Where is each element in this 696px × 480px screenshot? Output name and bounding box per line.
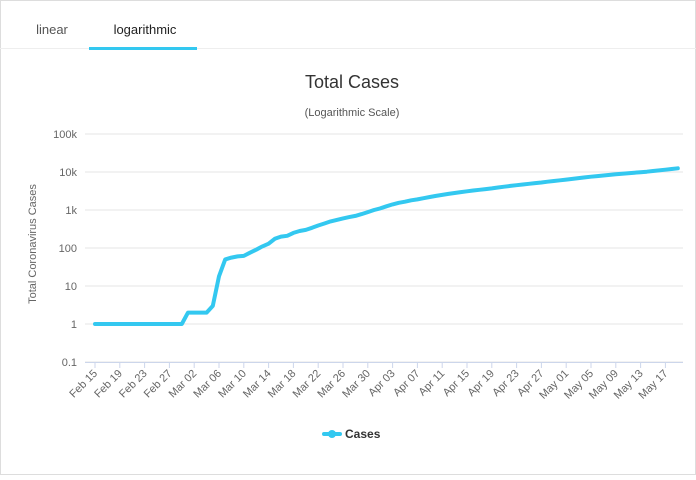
y-tick-label: 100k (53, 129, 77, 141)
y-tick-label: 10k (59, 167, 77, 179)
tab[interactable]: linear (36, 22, 68, 37)
chart-title: Total Cases (305, 72, 399, 92)
y-tick-label: 10 (65, 281, 77, 293)
y-axis-label: Total Coronavirus Cases (27, 184, 39, 304)
tab[interactable]: logarithmic (114, 22, 177, 37)
y-tick-label: 100 (59, 243, 77, 255)
y-tick-label: 1k (65, 205, 77, 217)
active-tab-indicator (89, 47, 197, 50)
chart-subtitle: (Logarithmic Scale) (305, 107, 400, 119)
legend-marker (328, 430, 336, 438)
data-line (93, 166, 680, 326)
legend-label: Cases (345, 427, 381, 441)
y-tick-label: 0.1 (62, 357, 77, 369)
y-tick-label: 1 (71, 319, 77, 331)
